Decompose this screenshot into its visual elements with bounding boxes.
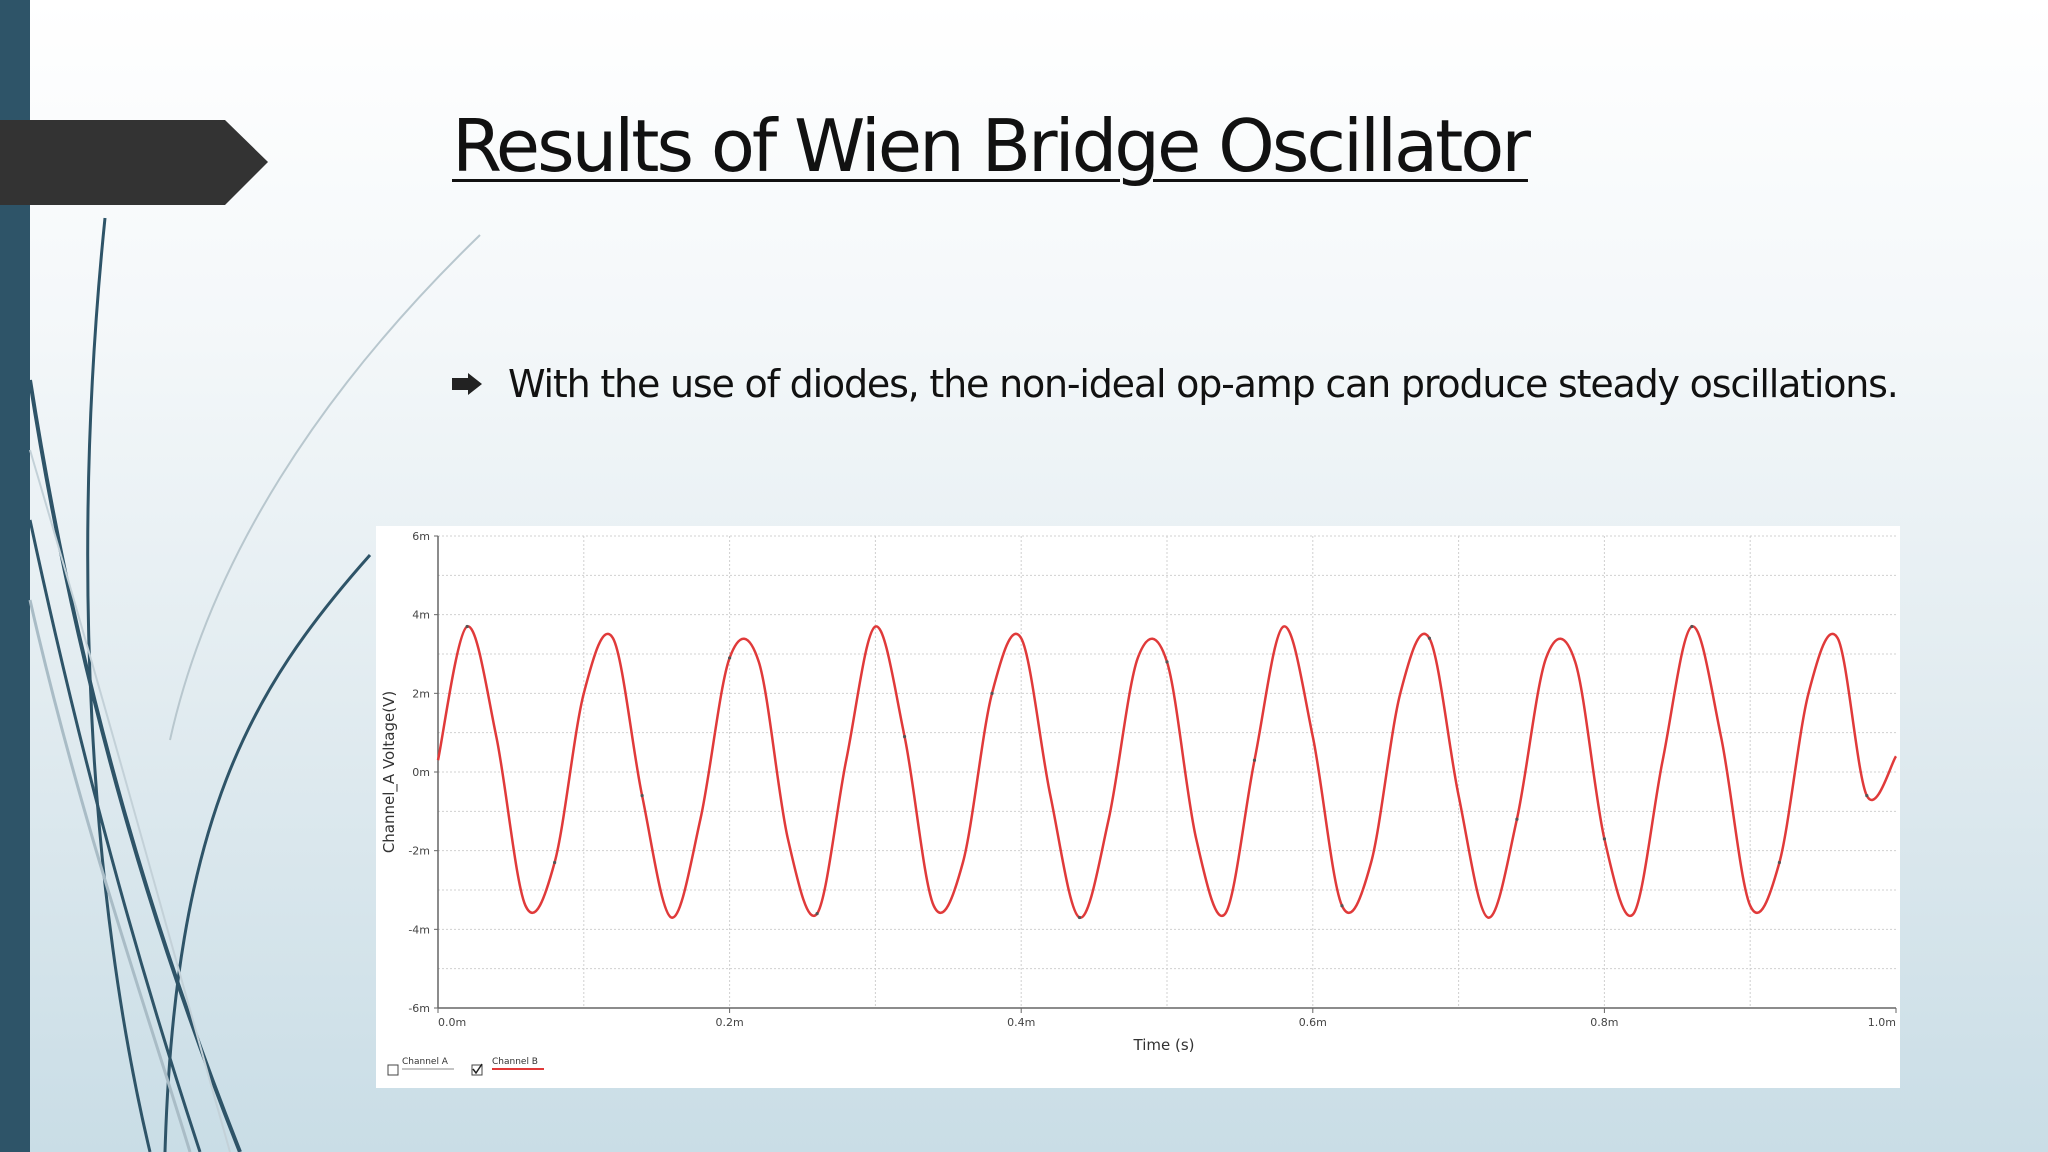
data-point xyxy=(990,691,994,695)
y-tick-label: 4m xyxy=(412,609,430,622)
series xyxy=(436,624,1898,920)
channel-b-checkbox[interactable] xyxy=(471,1064,483,1076)
y-ticks: 6m 4m 2m 0m -2m -4m -6m xyxy=(408,530,438,1015)
data-point xyxy=(1515,817,1519,821)
channel-a-checkbox[interactable] xyxy=(387,1064,399,1076)
legend-channel-b: Channel B xyxy=(492,1057,538,1067)
y-tick-label: 2m xyxy=(412,687,430,700)
data-point xyxy=(1427,636,1432,640)
x-tick-label: 0.6m xyxy=(1299,1016,1327,1029)
arrow-bullet-icon xyxy=(452,373,482,395)
data-point xyxy=(728,656,732,660)
data-point xyxy=(1077,915,1082,920)
y-tick-label: 0m xyxy=(412,766,430,779)
data-point xyxy=(553,860,557,865)
y-tick-label: -2m xyxy=(408,845,430,858)
data-point xyxy=(1340,904,1344,908)
legend-channel-a: Channel A xyxy=(402,1057,449,1067)
bullet-item: With the use of diodes, the non-ideal op… xyxy=(452,362,1899,406)
x-tick-label: 0.0m xyxy=(438,1016,466,1029)
data-point xyxy=(465,624,469,629)
grid xyxy=(438,535,1896,1009)
slide-title: Results of Wien Bridge Oscillator xyxy=(452,104,1531,188)
data-point xyxy=(1777,860,1781,865)
oscilloscope-chart: 6m 4m 2m 0m -2m -4m -6m 0.0m 0.2m 0.4m 0.6m 0.8m 1.… xyxy=(376,526,1900,1088)
series-line-channel-b xyxy=(436,625,1898,919)
x-ticks: 0.0m 0.2m 0.4m 0.6m 0.8m 1.0m xyxy=(437,1008,1897,1029)
data-point xyxy=(1690,624,1694,629)
y-tick-label: -4m xyxy=(408,923,430,936)
data-point xyxy=(1602,837,1606,841)
data-point xyxy=(640,794,644,798)
data-point xyxy=(902,735,907,739)
data-point xyxy=(1865,794,1869,798)
data-point xyxy=(1252,758,1257,762)
x-tick-label: 1.0m xyxy=(1868,1016,1896,1029)
x-axis-label: Time (s) xyxy=(1133,1036,1195,1054)
check-icon xyxy=(472,1063,483,1075)
bullet-text: With the use of diodes, the non-ideal op… xyxy=(508,362,1899,406)
y-tick-label: -6m xyxy=(408,1002,430,1015)
data-point xyxy=(815,912,819,916)
legend: Channel A Channel B xyxy=(387,1057,544,1076)
x-tick-label: 0.2m xyxy=(715,1016,743,1029)
y-tick-label: 6m xyxy=(412,530,430,543)
data-point xyxy=(1165,660,1169,664)
x-tick-label: 0.4m xyxy=(1007,1016,1035,1029)
chart-svg: 6m 4m 2m 0m -2m -4m -6m 0.0m 0.2m 0.4m 0.6m 0.8m 1.… xyxy=(380,530,1898,1076)
decorative-curves xyxy=(28,217,481,1152)
title-arrow-tab xyxy=(0,120,268,205)
y-axis-label: Channel_A Voltage(V) xyxy=(380,691,399,853)
x-tick-label: 0.8m xyxy=(1590,1016,1618,1029)
